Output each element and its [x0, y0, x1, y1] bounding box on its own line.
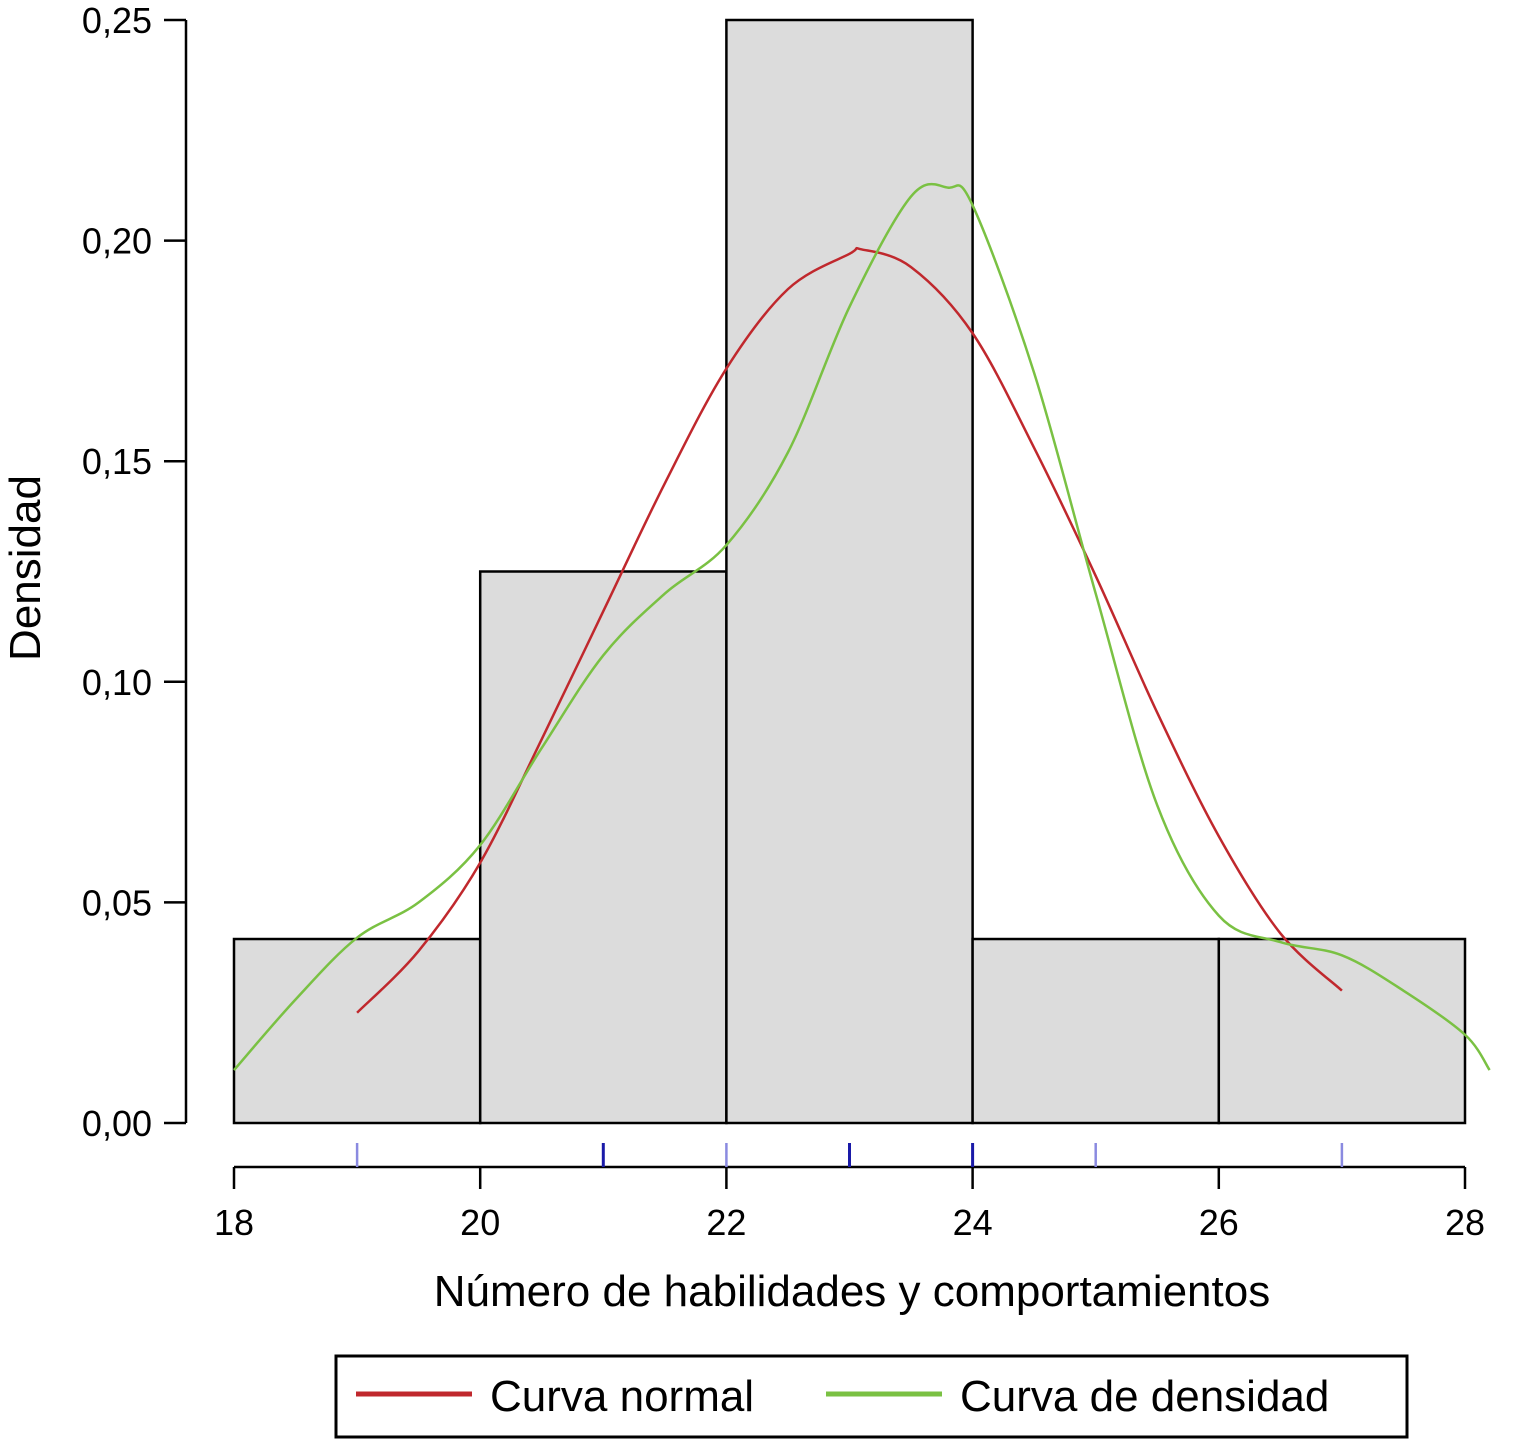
- legend: Curva normal Curva de densidad: [334, 1354, 1409, 1439]
- legend-label-curva-de-densidad: Curva de densidad: [960, 1372, 1329, 1421]
- y-tick-label-4: 0,20: [82, 221, 152, 262]
- x-axis: 18 20 22 24 26 28: [214, 1165, 1485, 1243]
- histogram-bar-3: [971, 937, 1221, 1125]
- x-tick-label-0: 18: [214, 1202, 254, 1243]
- x-tick-label-3: 24: [953, 1202, 993, 1243]
- rug-marks: [355, 1143, 1344, 1167]
- x-tick-label-1: 20: [460, 1202, 500, 1243]
- y-tick-label-0: 0,00: [82, 1103, 152, 1144]
- y-tick-label-1: 0,05: [82, 882, 152, 923]
- x-axis-title: Número de habilidades y comportamientos: [434, 1267, 1270, 1316]
- histogram-bars: [232, 18, 1467, 1125]
- x-tick-label-5: 28: [1445, 1202, 1485, 1243]
- curve-normal: [356, 246, 1343, 1014]
- x-tick-label-2: 22: [706, 1202, 746, 1243]
- density-curves: [233, 182, 1491, 1071]
- legend-label-curva-normal: Curva normal: [490, 1372, 754, 1421]
- histogram-bar-4: [1217, 937, 1467, 1125]
- histogram-bar-2: [725, 18, 974, 1125]
- x-tick-label-4: 26: [1199, 1202, 1239, 1243]
- y-axis-title: Densidad: [1, 475, 50, 661]
- histogram-bar-0: [232, 937, 482, 1125]
- curve-densidad: [233, 182, 1491, 1071]
- y-axis: 0,00 0,05 0,10 0,15 0,20 0,25: [82, 0, 188, 1144]
- y-tick-label-5: 0,25: [82, 0, 152, 41]
- histogram-bar-1: [478, 570, 728, 1125]
- y-tick-label-2: 0,10: [82, 662, 152, 703]
- y-tick-label-3: 0,15: [82, 441, 152, 482]
